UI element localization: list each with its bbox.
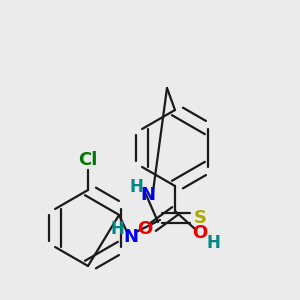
Text: H: H — [110, 220, 124, 238]
Text: Cl: Cl — [78, 151, 98, 169]
Text: S: S — [194, 209, 206, 227]
Text: N: N — [124, 228, 139, 246]
Text: O: O — [137, 220, 153, 238]
Text: H: H — [206, 234, 220, 252]
Text: N: N — [140, 186, 155, 204]
Text: O: O — [192, 224, 208, 242]
Text: H: H — [129, 178, 143, 196]
